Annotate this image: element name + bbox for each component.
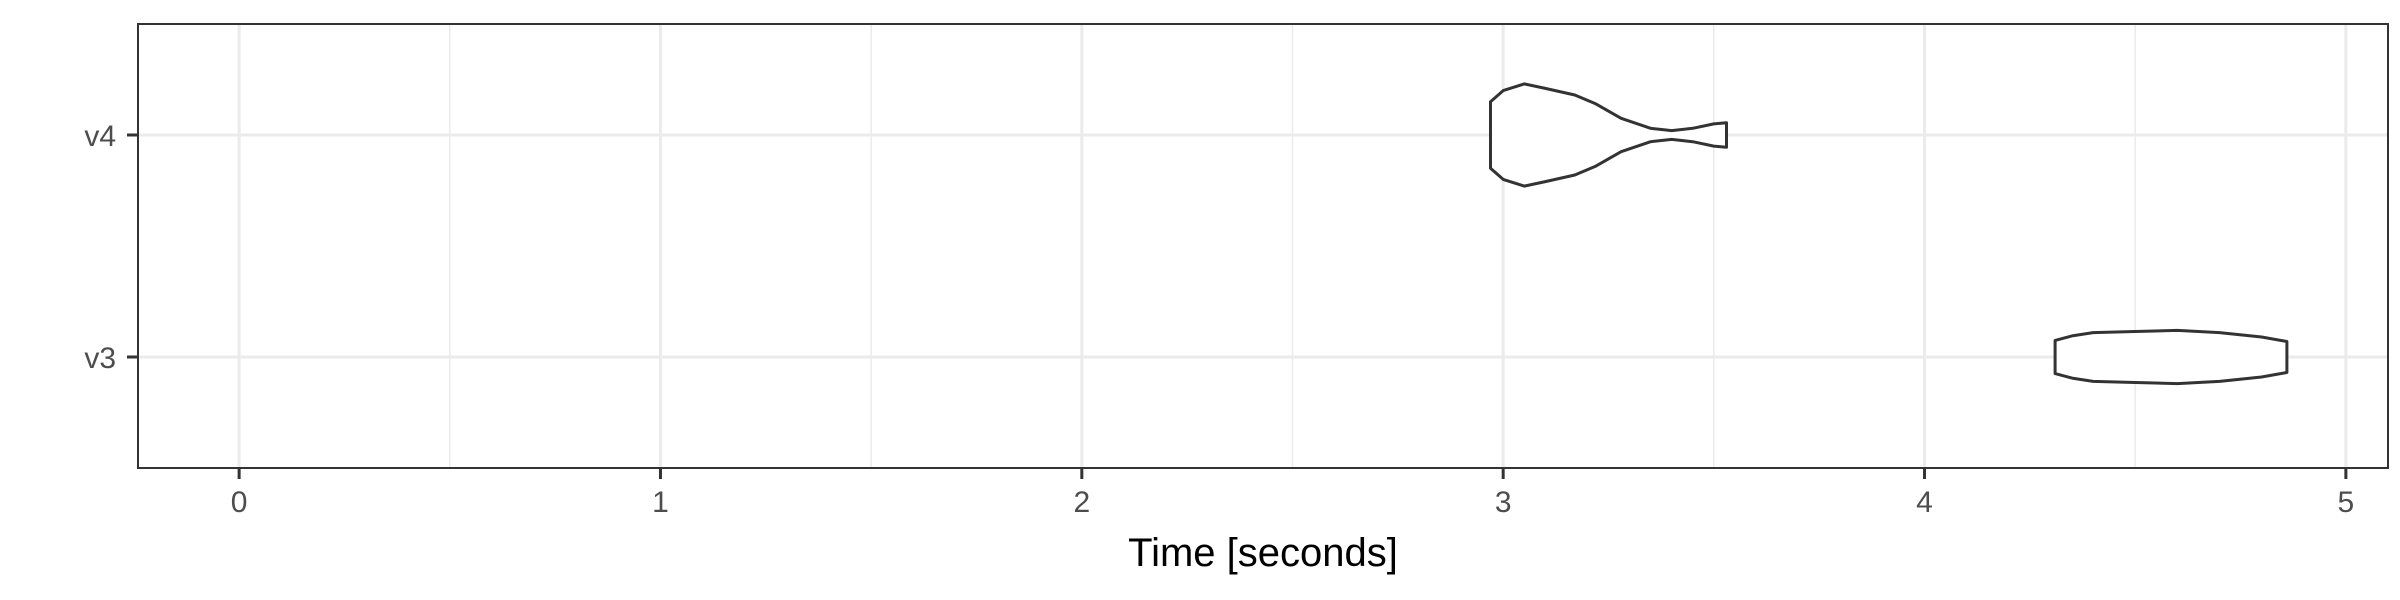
x-tick-label: 3 bbox=[1495, 486, 1512, 519]
grid-lines bbox=[138, 24, 2388, 468]
x-axis: 0 1 2 3 4 5 bbox=[231, 468, 2354, 519]
x-tick-label: 5 bbox=[2338, 486, 2355, 519]
y-axis: v4 v3 bbox=[84, 120, 138, 375]
panel-border bbox=[137, 23, 2389, 469]
y-tick-label: v3 bbox=[84, 342, 116, 375]
x-tick-label: 0 bbox=[231, 486, 248, 519]
violin-v4 bbox=[1489, 82, 1728, 188]
x-tick-label: 1 bbox=[652, 486, 669, 519]
x-axis-title: Time [seconds] bbox=[1128, 531, 1398, 575]
y-tick-label: v4 bbox=[84, 120, 116, 153]
x-tick-label: 2 bbox=[1073, 486, 1090, 519]
x-tick-label: 4 bbox=[1916, 486, 1933, 519]
violin-v3 bbox=[2053, 328, 2289, 386]
violins bbox=[1489, 82, 2289, 386]
